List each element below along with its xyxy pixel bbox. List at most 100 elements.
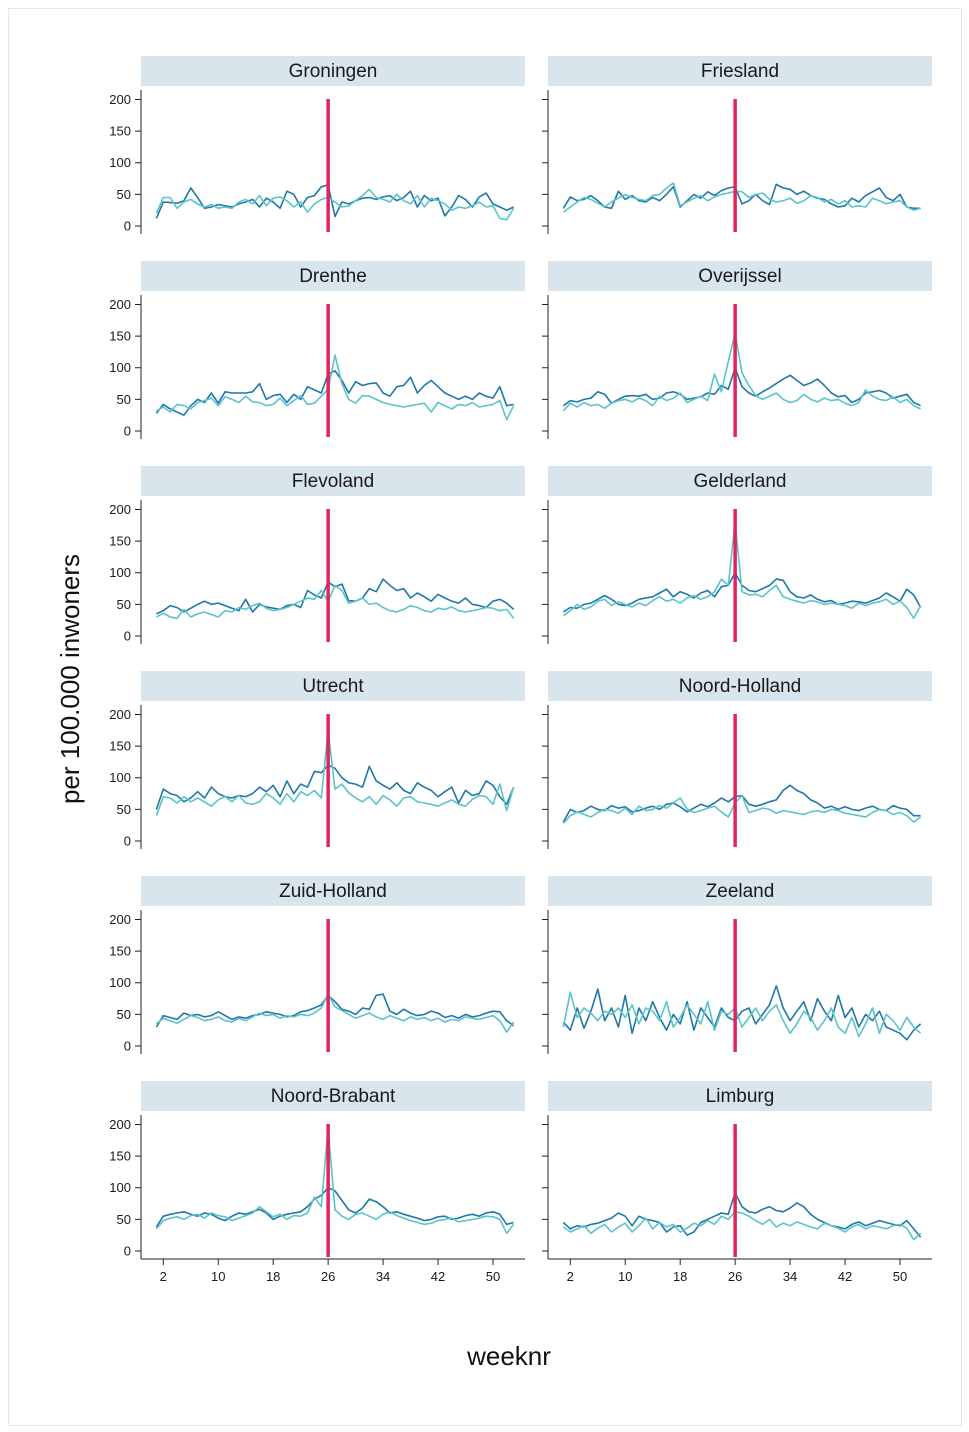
panel-title: Gelderland xyxy=(694,471,787,492)
y-tick-label: 150 xyxy=(109,944,131,959)
y-tick-label: 50 xyxy=(117,802,131,817)
panel-title: Noord-Brabant xyxy=(271,1086,396,1107)
y-tick-label: 100 xyxy=(109,975,131,990)
series-line-2 xyxy=(155,993,515,1033)
y-tick-label: 200 xyxy=(109,297,131,312)
y-tick-label: 100 xyxy=(109,360,131,375)
panel-title: Limburg xyxy=(706,1086,775,1107)
x-tick-label: 18 xyxy=(266,1269,280,1284)
y-tick-label: 50 xyxy=(117,392,131,407)
panel-drenthe: Drenthe 0 50 100 150 200 xyxy=(109,261,525,439)
x-tick-label: 42 xyxy=(838,1269,852,1284)
panel-strip xyxy=(141,876,525,906)
y-tick-label: 100 xyxy=(109,770,131,785)
panel-zeeland: Zeeland xyxy=(542,876,932,1054)
panel-zuid-holland: Zuid-Holland 0 50 100 150 200 xyxy=(109,876,525,1054)
y-tick-label: 50 xyxy=(117,597,131,612)
series-line-1 xyxy=(155,184,514,219)
panel-title: Utrecht xyxy=(302,676,364,697)
panel-strip xyxy=(141,466,525,496)
y-tick-label: 0 xyxy=(124,629,131,644)
small-multiples-line-chart: Groningen050100150200FrieslandDrenthe050… xyxy=(55,56,932,1371)
panel-flevoland: Flevoland 0 50 100 150 200 xyxy=(109,466,525,644)
y-tick-label: 50 xyxy=(117,1007,131,1022)
y-tick-label: 200 xyxy=(109,92,131,107)
y-tick-label: 100 xyxy=(109,565,131,580)
y-axis-title: per 100.000 inwoners xyxy=(55,554,85,804)
y-tick-label: 150 xyxy=(109,124,131,139)
series-line-2 xyxy=(562,332,921,412)
panel-noord-brabant: Noord-Brabant 0 50 100 150 200 2 10 18 26 34 42 50 xyxy=(109,1081,525,1284)
series-line-1 xyxy=(155,370,514,417)
y-tick-label: 0 xyxy=(124,1244,131,1259)
x-tick-label: 34 xyxy=(783,1269,797,1284)
panel-title: Drenthe xyxy=(299,266,367,287)
series-line-2 xyxy=(562,521,922,620)
y-tick-label: 200 xyxy=(109,1117,131,1132)
series-line-1 xyxy=(562,183,921,210)
panel-strip xyxy=(141,671,525,701)
x-tick-label: 26 xyxy=(321,1269,335,1284)
series-line-2 xyxy=(562,182,921,213)
panel-strip xyxy=(141,261,525,291)
panel-title: Overijssel xyxy=(698,266,781,287)
y-tick-label: 0 xyxy=(124,1039,131,1054)
panel-title: Friesland xyxy=(701,61,779,82)
panel-strip xyxy=(548,1081,932,1111)
series-line-1 xyxy=(155,764,515,810)
panel-strip xyxy=(141,1081,525,1111)
y-tick-label: 50 xyxy=(117,1212,131,1227)
panel-strip xyxy=(548,261,932,291)
x-tick-label: 2 xyxy=(160,1269,167,1284)
x-tick-label: 50 xyxy=(486,1269,500,1284)
panel-strip xyxy=(548,466,932,496)
x-tick-label: 10 xyxy=(618,1269,632,1284)
y-tick-label: 200 xyxy=(109,502,131,517)
y-tick-label: 150 xyxy=(109,1149,131,1164)
series-line-2 xyxy=(155,729,515,816)
y-tick-label: 100 xyxy=(109,155,131,170)
series-line-2 xyxy=(155,188,515,221)
panel-gelderland: Gelderland xyxy=(542,466,932,644)
y-tick-label: 0 xyxy=(124,424,131,439)
x-tick-label: 34 xyxy=(376,1269,390,1284)
panel-utrecht: Utrecht 0 50 100 150 200 xyxy=(109,671,525,849)
x-tick-label: 2 xyxy=(567,1269,574,1284)
series-line-2 xyxy=(562,1211,922,1241)
y-tick-label: 50 xyxy=(117,187,131,202)
panel-strip xyxy=(548,671,932,701)
x-tick-label: 50 xyxy=(893,1269,907,1284)
panel-title: Noord-Holland xyxy=(679,676,802,697)
panel-friesland: Friesland xyxy=(542,56,932,234)
x-tick-label: 18 xyxy=(673,1269,687,1284)
series-line-2 xyxy=(562,991,922,1038)
series-line-2 xyxy=(155,1126,515,1235)
y-tick-label: 100 xyxy=(109,1180,131,1195)
x-tick-label: 26 xyxy=(728,1269,742,1284)
y-tick-label: 150 xyxy=(109,534,131,549)
panel-title: Zuid-Holland xyxy=(279,881,387,902)
panel-strip xyxy=(548,56,932,86)
panel-strip xyxy=(548,876,932,906)
panel-strip xyxy=(141,56,525,86)
y-tick-label: 150 xyxy=(109,329,131,344)
y-tick-label: 0 xyxy=(124,219,131,234)
y-tick-label: 200 xyxy=(109,912,131,927)
y-tick-label: 0 xyxy=(124,834,131,849)
panel-groningen: Groningen 0 50 100 150 200 xyxy=(109,56,525,234)
panel-limburg: Limburg 2 10 18 26 34 42 50 xyxy=(542,1081,932,1284)
figure-frame: Groningen 0 50 100 150 200 Friesland Drenthe 0 50… xyxy=(8,8,962,1426)
panel-title: Groningen xyxy=(289,61,378,82)
y-tick-label: 150 xyxy=(109,739,131,754)
series-line-2 xyxy=(156,584,515,620)
series-line-2 xyxy=(156,354,515,421)
series-line-2 xyxy=(562,794,922,824)
x-tick-label: 10 xyxy=(211,1269,225,1284)
panels: Groningen050100150200FrieslandDrenthe050… xyxy=(109,56,932,1284)
series-line-1 xyxy=(562,985,922,1041)
y-tick-label: 200 xyxy=(109,707,131,722)
x-axis-title: weeknr xyxy=(466,1341,551,1371)
series-line-1 xyxy=(156,578,515,615)
series-line-1 xyxy=(562,1192,922,1238)
panel-title: Flevoland xyxy=(292,471,374,492)
